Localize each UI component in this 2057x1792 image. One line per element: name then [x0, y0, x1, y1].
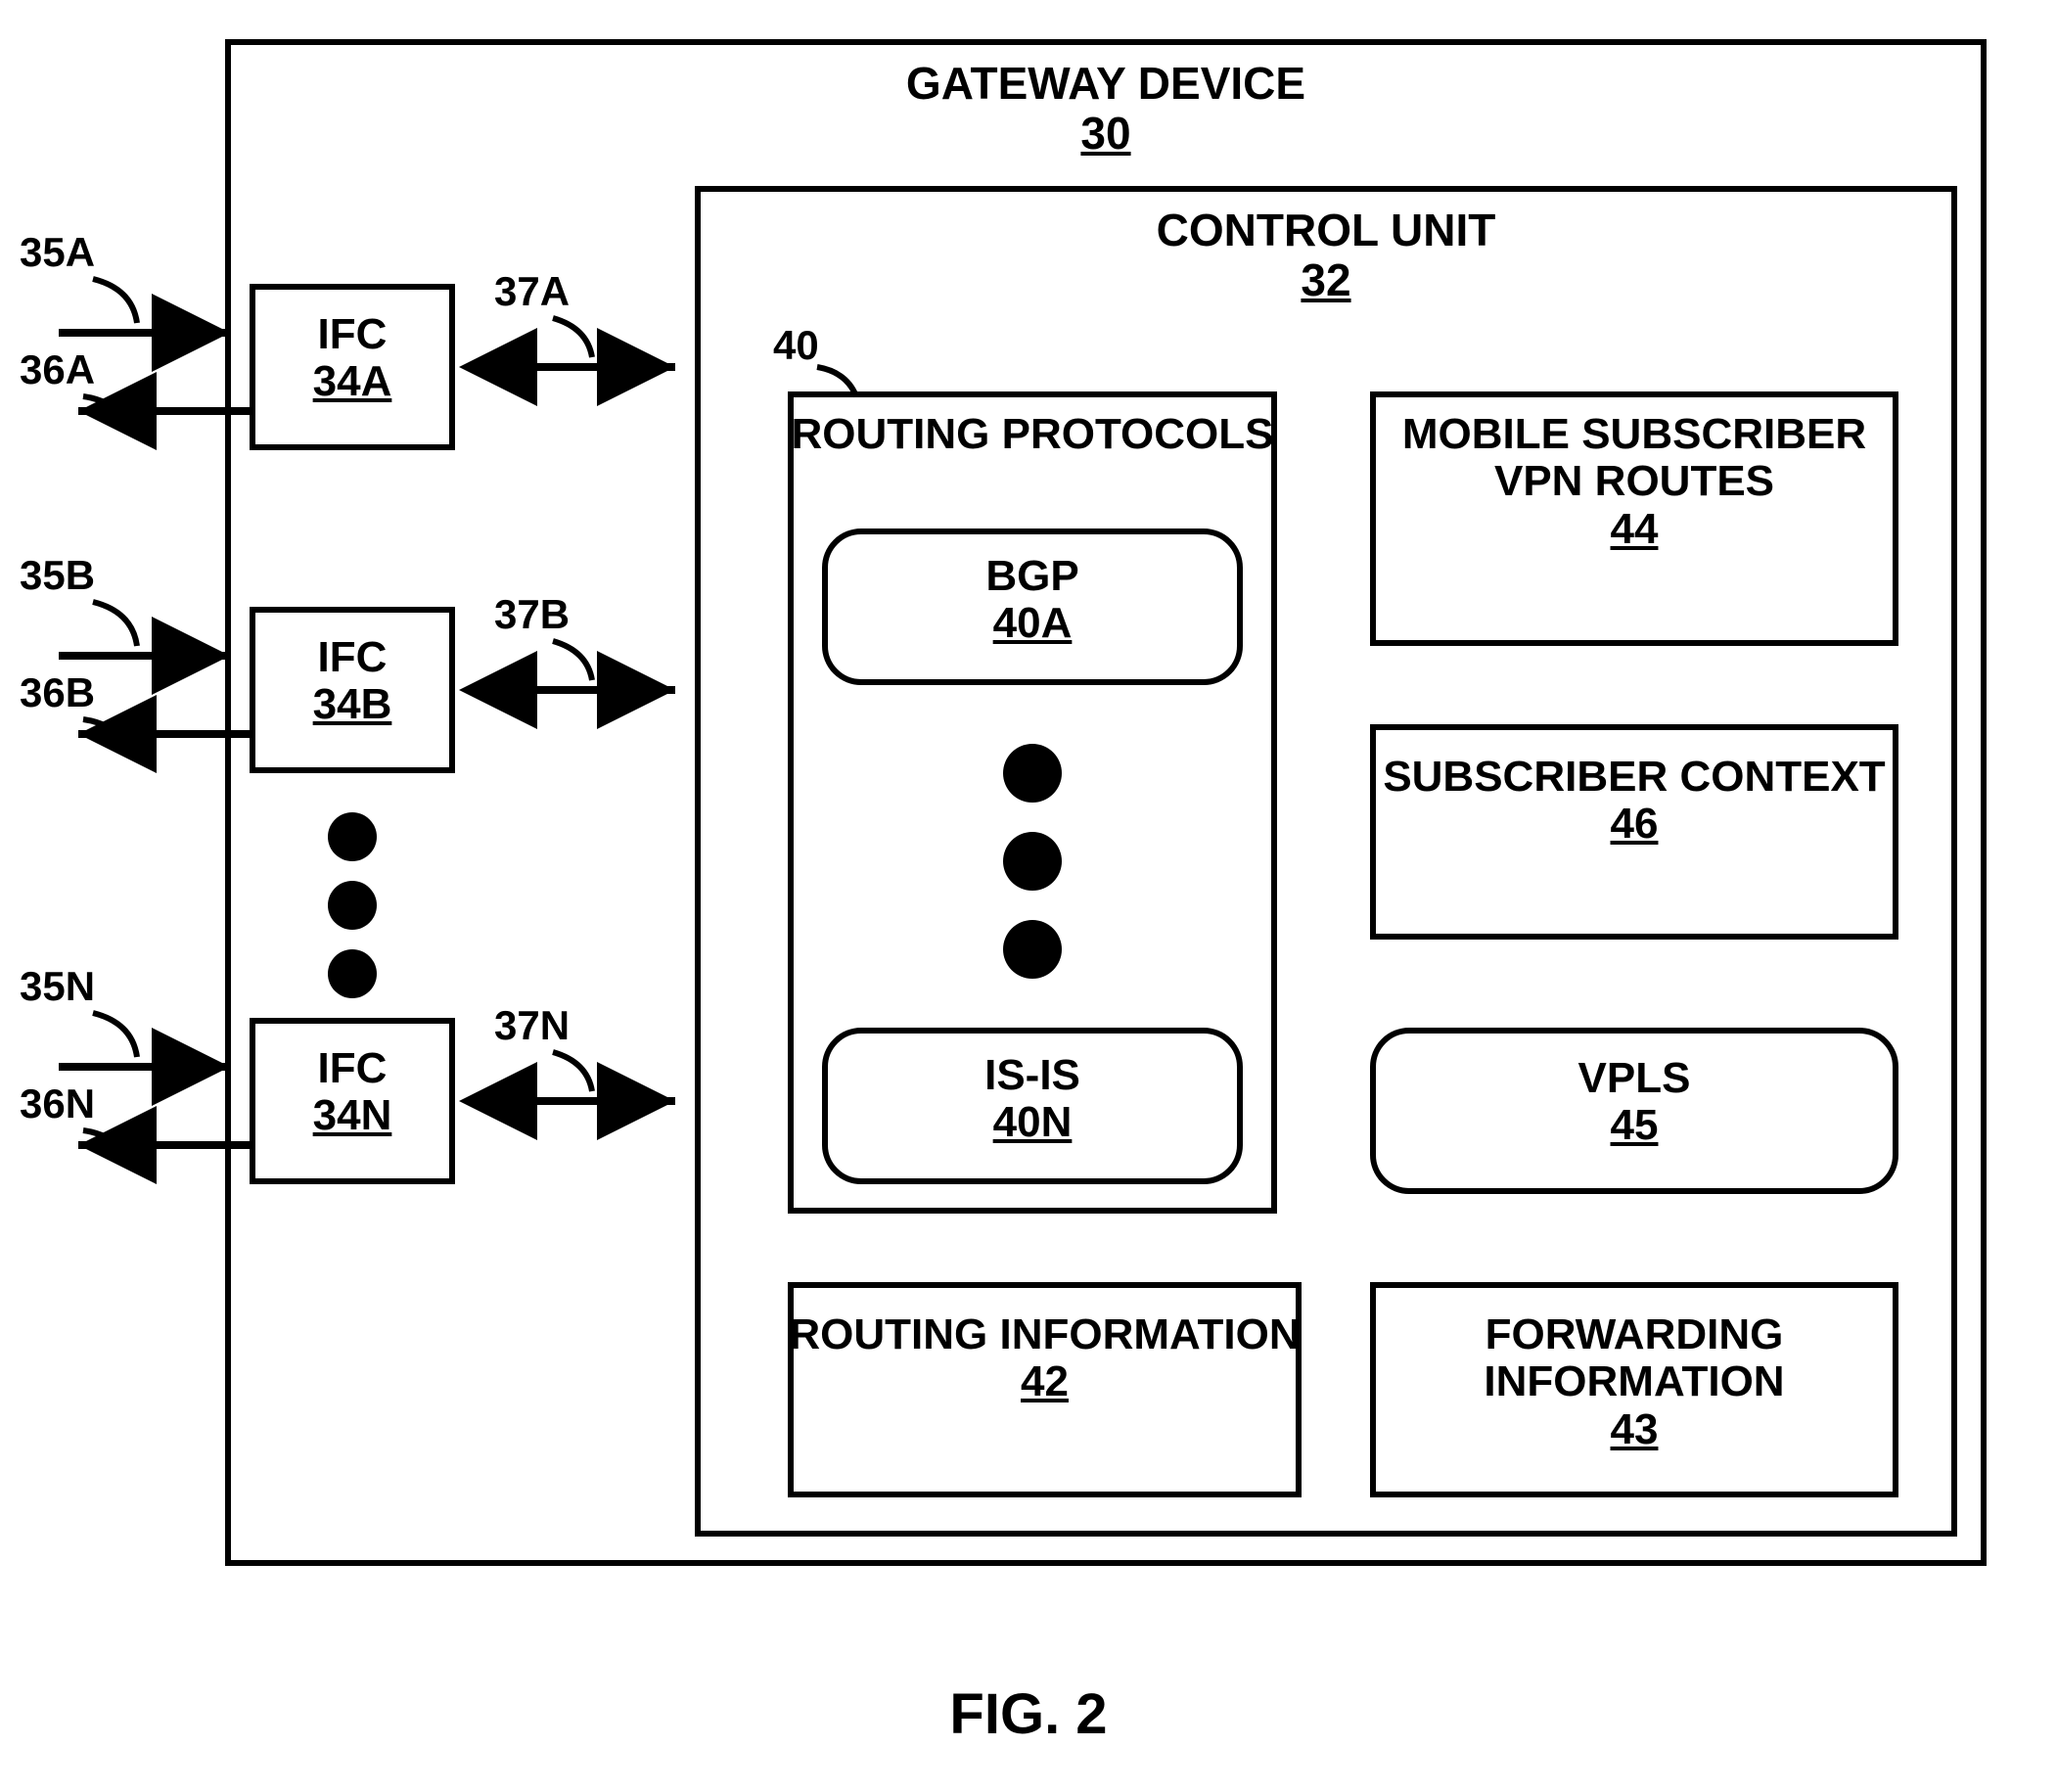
- protocol-ellipsis-dot: [1003, 744, 1062, 803]
- vpls-text: VPLS: [1578, 1054, 1691, 1102]
- sub-context-label: SUBSCRIBER CONTEXT 46: [1370, 754, 1898, 849]
- ifc-ref-n: 34N: [313, 1091, 392, 1139]
- label-35a: 35A: [20, 230, 137, 275]
- label-37n: 37N: [494, 1003, 612, 1048]
- protocol-ellipsis-dot: [1003, 832, 1062, 891]
- routing-info-text: ROUTING INFORMATION: [789, 1310, 1300, 1358]
- label-35n: 35N: [20, 964, 137, 1009]
- callout-40-curve: [812, 362, 861, 401]
- routing-protocols-text: ROUTING PROTOCOLS: [792, 410, 1274, 458]
- figure-caption: FIG. 2: [0, 1683, 2057, 1746]
- label-37a: 37A: [494, 269, 612, 314]
- callout-35n: [88, 1008, 147, 1062]
- vpls-label: VPLS 45: [1370, 1055, 1898, 1150]
- ifc-label-a: IFC 34A: [250, 311, 455, 406]
- isis-text: IS-IS: [984, 1051, 1080, 1099]
- gateway-ref: 30: [1080, 108, 1130, 159]
- vpn-routes-text: MOBILE SUBSCRIBER VPN ROUTES: [1402, 410, 1866, 505]
- callout-36n: [78, 1126, 137, 1165]
- bgp-ref: 40A: [993, 599, 1073, 647]
- ifc-label-n: IFC 34N: [250, 1045, 455, 1140]
- ifc-ellipsis-dot: [328, 881, 377, 930]
- control-unit-title: CONTROL UNIT 32: [695, 206, 1957, 304]
- bgp-label: BGP 40A: [822, 553, 1243, 648]
- vpls-ref: 45: [1611, 1101, 1659, 1149]
- vpn-routes-label: MOBILE SUBSCRIBER VPN ROUTES 44: [1370, 411, 1898, 553]
- ifc-text-a: IFC: [318, 310, 388, 358]
- forwarding-info-text: FORWARDING INFORMATION: [1484, 1310, 1784, 1405]
- callout-36a: [78, 391, 137, 431]
- ifc-ellipsis-dot: [328, 812, 377, 861]
- gateway-title: GATEWAY DEVICE 30: [225, 59, 1987, 158]
- vpn-routes-ref: 44: [1611, 505, 1659, 553]
- callout-36b: [78, 714, 137, 754]
- callout-37n: [548, 1047, 597, 1096]
- label-36n: 36N: [20, 1081, 137, 1126]
- routing-protocols-title: ROUTING PROTOCOLS: [788, 411, 1277, 458]
- callout-37b: [548, 636, 597, 685]
- label-35b: 35B: [20, 553, 137, 598]
- forwarding-info-ref: 43: [1611, 1405, 1659, 1453]
- protocol-ellipsis-dot: [1003, 920, 1062, 979]
- label-36a: 36A: [20, 347, 137, 392]
- ifc-label-b: IFC 34B: [250, 634, 455, 729]
- control-unit-title-text: CONTROL UNIT: [1157, 205, 1496, 255]
- isis-label: IS-IS 40N: [822, 1052, 1243, 1147]
- sub-context-ref: 46: [1611, 800, 1659, 848]
- ifc-ref-a: 34A: [313, 357, 392, 405]
- ifc-ref-b: 34B: [313, 680, 392, 728]
- ifc-text-n: IFC: [318, 1044, 388, 1092]
- routing-info-ref: 42: [1021, 1357, 1069, 1405]
- callout-37a: [548, 313, 597, 362]
- callout-35a: [88, 274, 147, 328]
- routing-info-label: ROUTING INFORMATION 42: [788, 1311, 1302, 1406]
- bgp-text: BGP: [985, 552, 1078, 600]
- control-unit-ref: 32: [1301, 254, 1350, 305]
- callout-35b: [88, 597, 147, 651]
- forwarding-info-label: FORWARDING INFORMATION 43: [1370, 1311, 1898, 1453]
- label-37b: 37B: [494, 592, 612, 637]
- ifc-ellipsis-dot: [328, 949, 377, 998]
- label-36b: 36B: [20, 670, 137, 715]
- isis-ref: 40N: [993, 1098, 1073, 1146]
- sub-context-text: SUBSCRIBER CONTEXT: [1383, 753, 1885, 801]
- ifc-text-b: IFC: [318, 633, 388, 681]
- gateway-title-text: GATEWAY DEVICE: [906, 58, 1305, 109]
